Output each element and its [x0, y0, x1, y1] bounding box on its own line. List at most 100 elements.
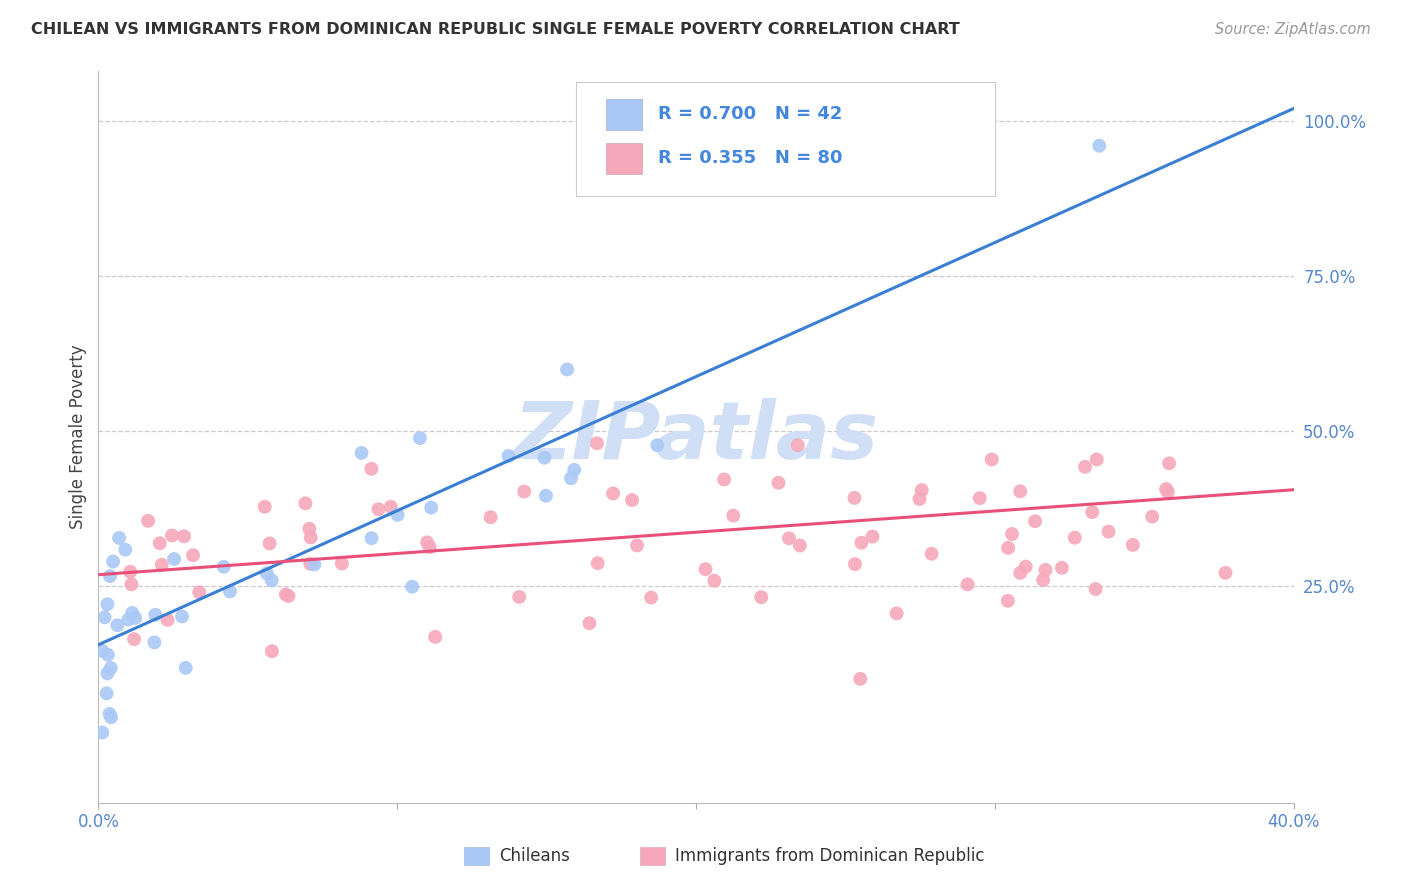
Point — [851, 535, 873, 549]
Point — [96, 597, 118, 611]
Point — [844, 491, 866, 505]
Point — [173, 529, 195, 543]
Point — [1084, 582, 1107, 596]
Point — [149, 536, 172, 550]
Point — [298, 522, 321, 536]
Point — [91, 725, 114, 739]
Point — [172, 609, 194, 624]
Point — [387, 508, 409, 522]
Y-axis label: Single Female Poverty: Single Female Poverty — [69, 345, 87, 529]
Point — [1140, 509, 1163, 524]
Point — [212, 559, 235, 574]
Point — [160, 528, 183, 542]
Point — [862, 529, 884, 543]
Point — [96, 686, 118, 700]
Point — [350, 446, 373, 460]
Point — [786, 438, 808, 452]
Point — [1122, 538, 1144, 552]
Point — [1001, 527, 1024, 541]
Point — [1035, 563, 1057, 577]
Point — [299, 557, 322, 571]
Point — [108, 531, 131, 545]
Point — [1215, 566, 1237, 580]
Point — [533, 450, 555, 465]
Point — [911, 483, 934, 497]
Point — [120, 577, 142, 591]
Point — [253, 500, 276, 514]
Text: ZIPatlas: ZIPatlas — [513, 398, 879, 476]
Point — [96, 666, 118, 681]
Point — [181, 548, 204, 562]
Point — [401, 580, 423, 594]
Point — [136, 514, 159, 528]
Point — [100, 661, 122, 675]
Point — [956, 577, 979, 591]
Point — [91, 644, 114, 658]
Point — [886, 607, 908, 621]
Point — [1074, 459, 1097, 474]
FancyBboxPatch shape — [576, 82, 995, 195]
Point — [749, 591, 772, 605]
Point — [921, 547, 943, 561]
Point — [367, 502, 389, 516]
Point — [1081, 505, 1104, 519]
Point — [100, 710, 122, 724]
Point — [1063, 531, 1085, 545]
Point — [849, 672, 872, 686]
Point — [586, 436, 609, 450]
Point — [143, 607, 166, 622]
Point — [163, 552, 186, 566]
Point — [150, 558, 173, 572]
Point — [498, 449, 520, 463]
Point — [713, 473, 735, 487]
Point — [1010, 566, 1032, 580]
Point — [360, 462, 382, 476]
Point — [703, 574, 725, 588]
Point — [416, 535, 439, 549]
Point — [124, 611, 146, 625]
Point — [980, 452, 1002, 467]
Text: Chileans: Chileans — [499, 847, 569, 865]
Point — [259, 536, 281, 550]
Point — [789, 539, 811, 553]
Text: R = 0.355   N = 80: R = 0.355 N = 80 — [658, 149, 842, 168]
Point — [98, 706, 121, 721]
Point — [425, 630, 447, 644]
Point — [277, 589, 299, 603]
Point — [513, 484, 536, 499]
Point — [174, 661, 197, 675]
Point — [479, 510, 502, 524]
Point — [97, 648, 120, 662]
Point — [101, 555, 124, 569]
Point — [156, 613, 179, 627]
Text: R = 0.700   N = 42: R = 0.700 N = 42 — [658, 104, 842, 123]
Point — [274, 587, 297, 601]
Point — [330, 557, 353, 571]
Point — [1015, 559, 1038, 574]
Point — [1032, 573, 1054, 587]
Point — [188, 585, 211, 599]
Point — [626, 538, 648, 552]
Point — [578, 616, 600, 631]
Point — [409, 431, 432, 445]
Point — [969, 491, 991, 505]
Point — [534, 489, 557, 503]
Point — [419, 540, 441, 554]
Point — [723, 508, 745, 523]
Point — [908, 491, 931, 506]
Point — [121, 606, 143, 620]
Point — [1088, 138, 1111, 153]
Point — [768, 475, 790, 490]
Point — [105, 618, 128, 632]
Point — [508, 590, 530, 604]
Point — [93, 610, 115, 624]
Text: CHILEAN VS IMMIGRANTS FROM DOMINICAN REPUBLIC SINGLE FEMALE POVERTY CORRELATION : CHILEAN VS IMMIGRANTS FROM DOMINICAN REP… — [31, 22, 960, 37]
Point — [645, 438, 668, 452]
Text: Source: ZipAtlas.com: Source: ZipAtlas.com — [1215, 22, 1371, 37]
Point — [621, 493, 644, 508]
Point — [1024, 514, 1046, 528]
Point — [602, 486, 624, 500]
Point — [360, 531, 382, 545]
Point — [555, 362, 578, 376]
FancyBboxPatch shape — [606, 143, 643, 174]
